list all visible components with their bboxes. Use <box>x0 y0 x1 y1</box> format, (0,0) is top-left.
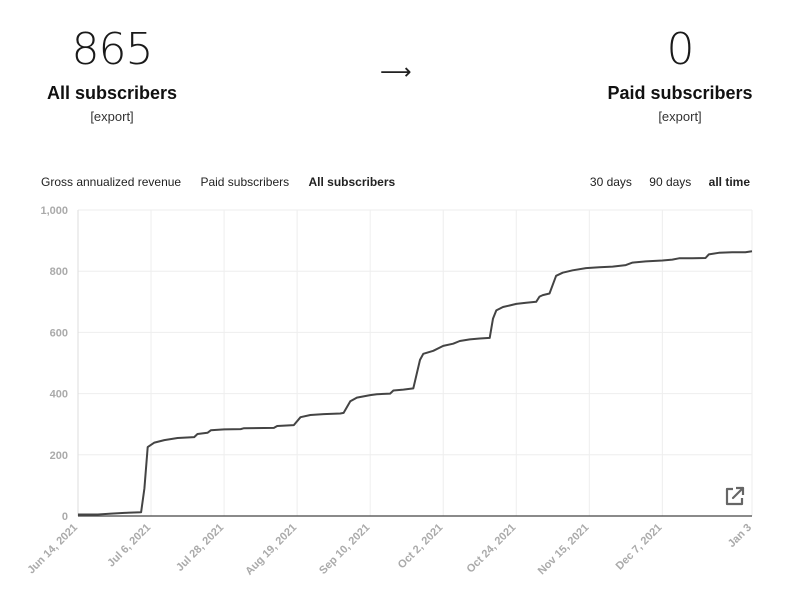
tab-all-time[interactable]: all time <box>708 175 750 189</box>
x-tick-label: Nov 15, 2021 <box>536 522 592 578</box>
export-paid-subscribers-link[interactable]: [export] <box>658 109 702 124</box>
paid-subscribers-count: 0 <box>666 24 695 75</box>
x-tick-label: Aug 19, 2021 <box>243 522 299 578</box>
chart-grid <box>77 209 753 517</box>
tab-gross-annualized-revenue[interactable]: Gross annualized revenue <box>41 175 182 189</box>
arrow-icon: ⟶ <box>380 60 412 85</box>
x-tick-label: Jul 28, 2021 <box>174 522 226 574</box>
y-tick-label: 200 <box>50 450 68 462</box>
chart-series <box>78 250 753 516</box>
x-tick-label: Oct 2, 2021 <box>396 522 446 572</box>
y-tick-label: 400 <box>50 389 68 401</box>
x-tick-label: Jan 3 <box>726 522 754 550</box>
range-tabs: 30 days 90 days all time <box>576 175 750 189</box>
all-subscribers-count: 865 <box>71 24 154 75</box>
x-tick-label: Jun 14, 2021 <box>25 522 80 577</box>
y-tick-label: 600 <box>50 327 68 339</box>
paid-subscribers-label: Paid subscribers <box>607 83 753 103</box>
x-tick-label: Oct 24, 2021 <box>464 522 518 576</box>
x-tick-label: Sep 10, 2021 <box>317 522 372 577</box>
tab-all-subscribers[interactable]: All subscribers <box>308 175 396 189</box>
tab-30-days[interactable]: 30 days <box>589 175 632 189</box>
tab-90-days[interactable]: 90 days <box>649 175 692 189</box>
all-subscribers-series-line <box>78 250 753 516</box>
tab-paid-subscribers[interactable]: Paid subscribers <box>200 175 290 189</box>
y-tick-label: 800 <box>50 266 68 278</box>
y-tick-label: 1,000 <box>40 205 68 217</box>
metric-tabs: Gross annualized revenue Paid subscriber… <box>41 175 411 189</box>
export-all-subscribers-link[interactable]: [export] <box>90 109 134 124</box>
y-tick-label: 0 <box>62 511 68 523</box>
all-subscribers-stat: 865 All subscribers [export] <box>40 22 184 124</box>
x-tick-label: Dec 7, 2021 <box>614 522 665 573</box>
x-tick-label: Jul 6, 2021 <box>105 522 153 570</box>
all-subscribers-label: All subscribers <box>46 83 178 103</box>
paid-subscribers-stat: 0 Paid subscribers [export] <box>600 22 760 124</box>
external-link-icon[interactable] <box>724 485 746 507</box>
